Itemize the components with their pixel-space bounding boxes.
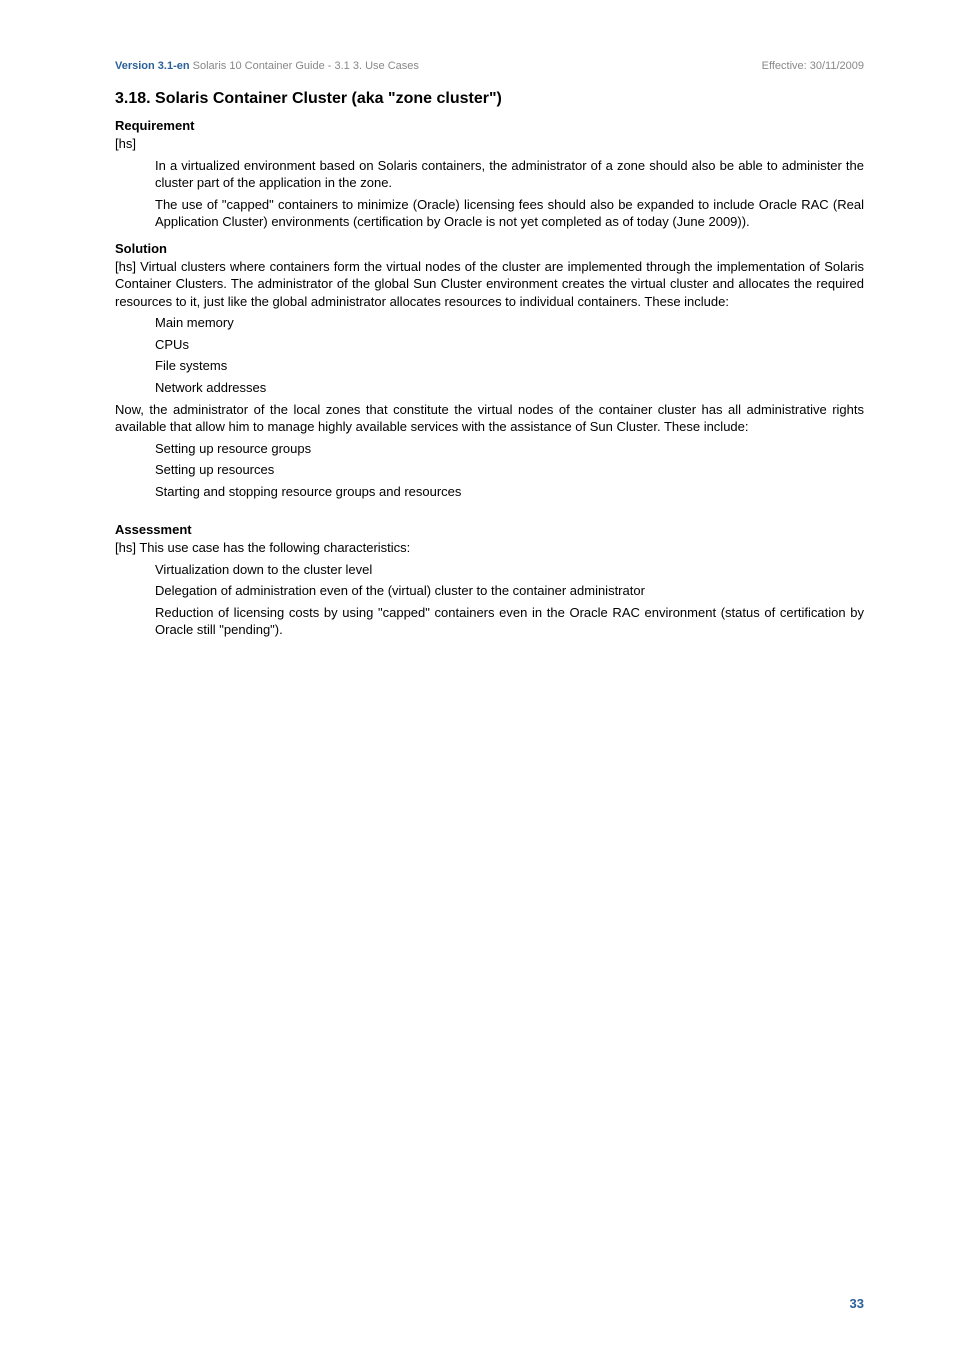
requirement-para2: The use of "capped" containers to minimi… (155, 196, 864, 231)
requirement-author: [hs] (115, 135, 864, 153)
version-label: Version 3.1-en (115, 60, 190, 72)
solution-list1-item1: Main memory (155, 314, 864, 332)
solution-mid: Now, the administrator of the local zone… (115, 401, 864, 436)
solution-list2-item1: Setting up resource groups (155, 440, 864, 458)
solution-list2-item2: Setting up resources (155, 461, 864, 479)
assessment-item1: Virtualization down to the cluster level (155, 561, 864, 579)
page-header: Version 3.1-en Solaris 10 Container Guid… (115, 60, 864, 72)
solution-list1-item4: Network addresses (155, 379, 864, 397)
solution-intro: [hs] Virtual clusters where containers f… (115, 258, 864, 311)
assessment-heading: Assessment (115, 522, 864, 537)
section-title: 3.18. Solaris Container Cluster (aka "zo… (115, 90, 864, 108)
requirement-para1: In a virtualized environment based on So… (155, 157, 864, 192)
solution-heading: Solution (115, 241, 864, 256)
header-left: Version 3.1-en Solaris 10 Container Guid… (115, 60, 419, 72)
solution-list2-item3: Starting and stopping resource groups an… (155, 483, 864, 501)
doc-title: Solaris 10 Container Guide - 3.1 3. Use … (193, 60, 419, 72)
solution-list1-item2: CPUs (155, 336, 864, 354)
assessment-intro: [hs] This use case has the following cha… (115, 539, 864, 557)
assessment-item2: Delegation of administration even of the… (155, 582, 864, 600)
requirement-heading: Requirement (115, 118, 864, 133)
assessment-item3: Reduction of licensing costs by using "c… (155, 604, 864, 639)
solution-list1-item3: File systems (155, 357, 864, 375)
header-right: Effective: 30/11/2009 (762, 60, 864, 72)
page-number: 33 (850, 1296, 864, 1311)
